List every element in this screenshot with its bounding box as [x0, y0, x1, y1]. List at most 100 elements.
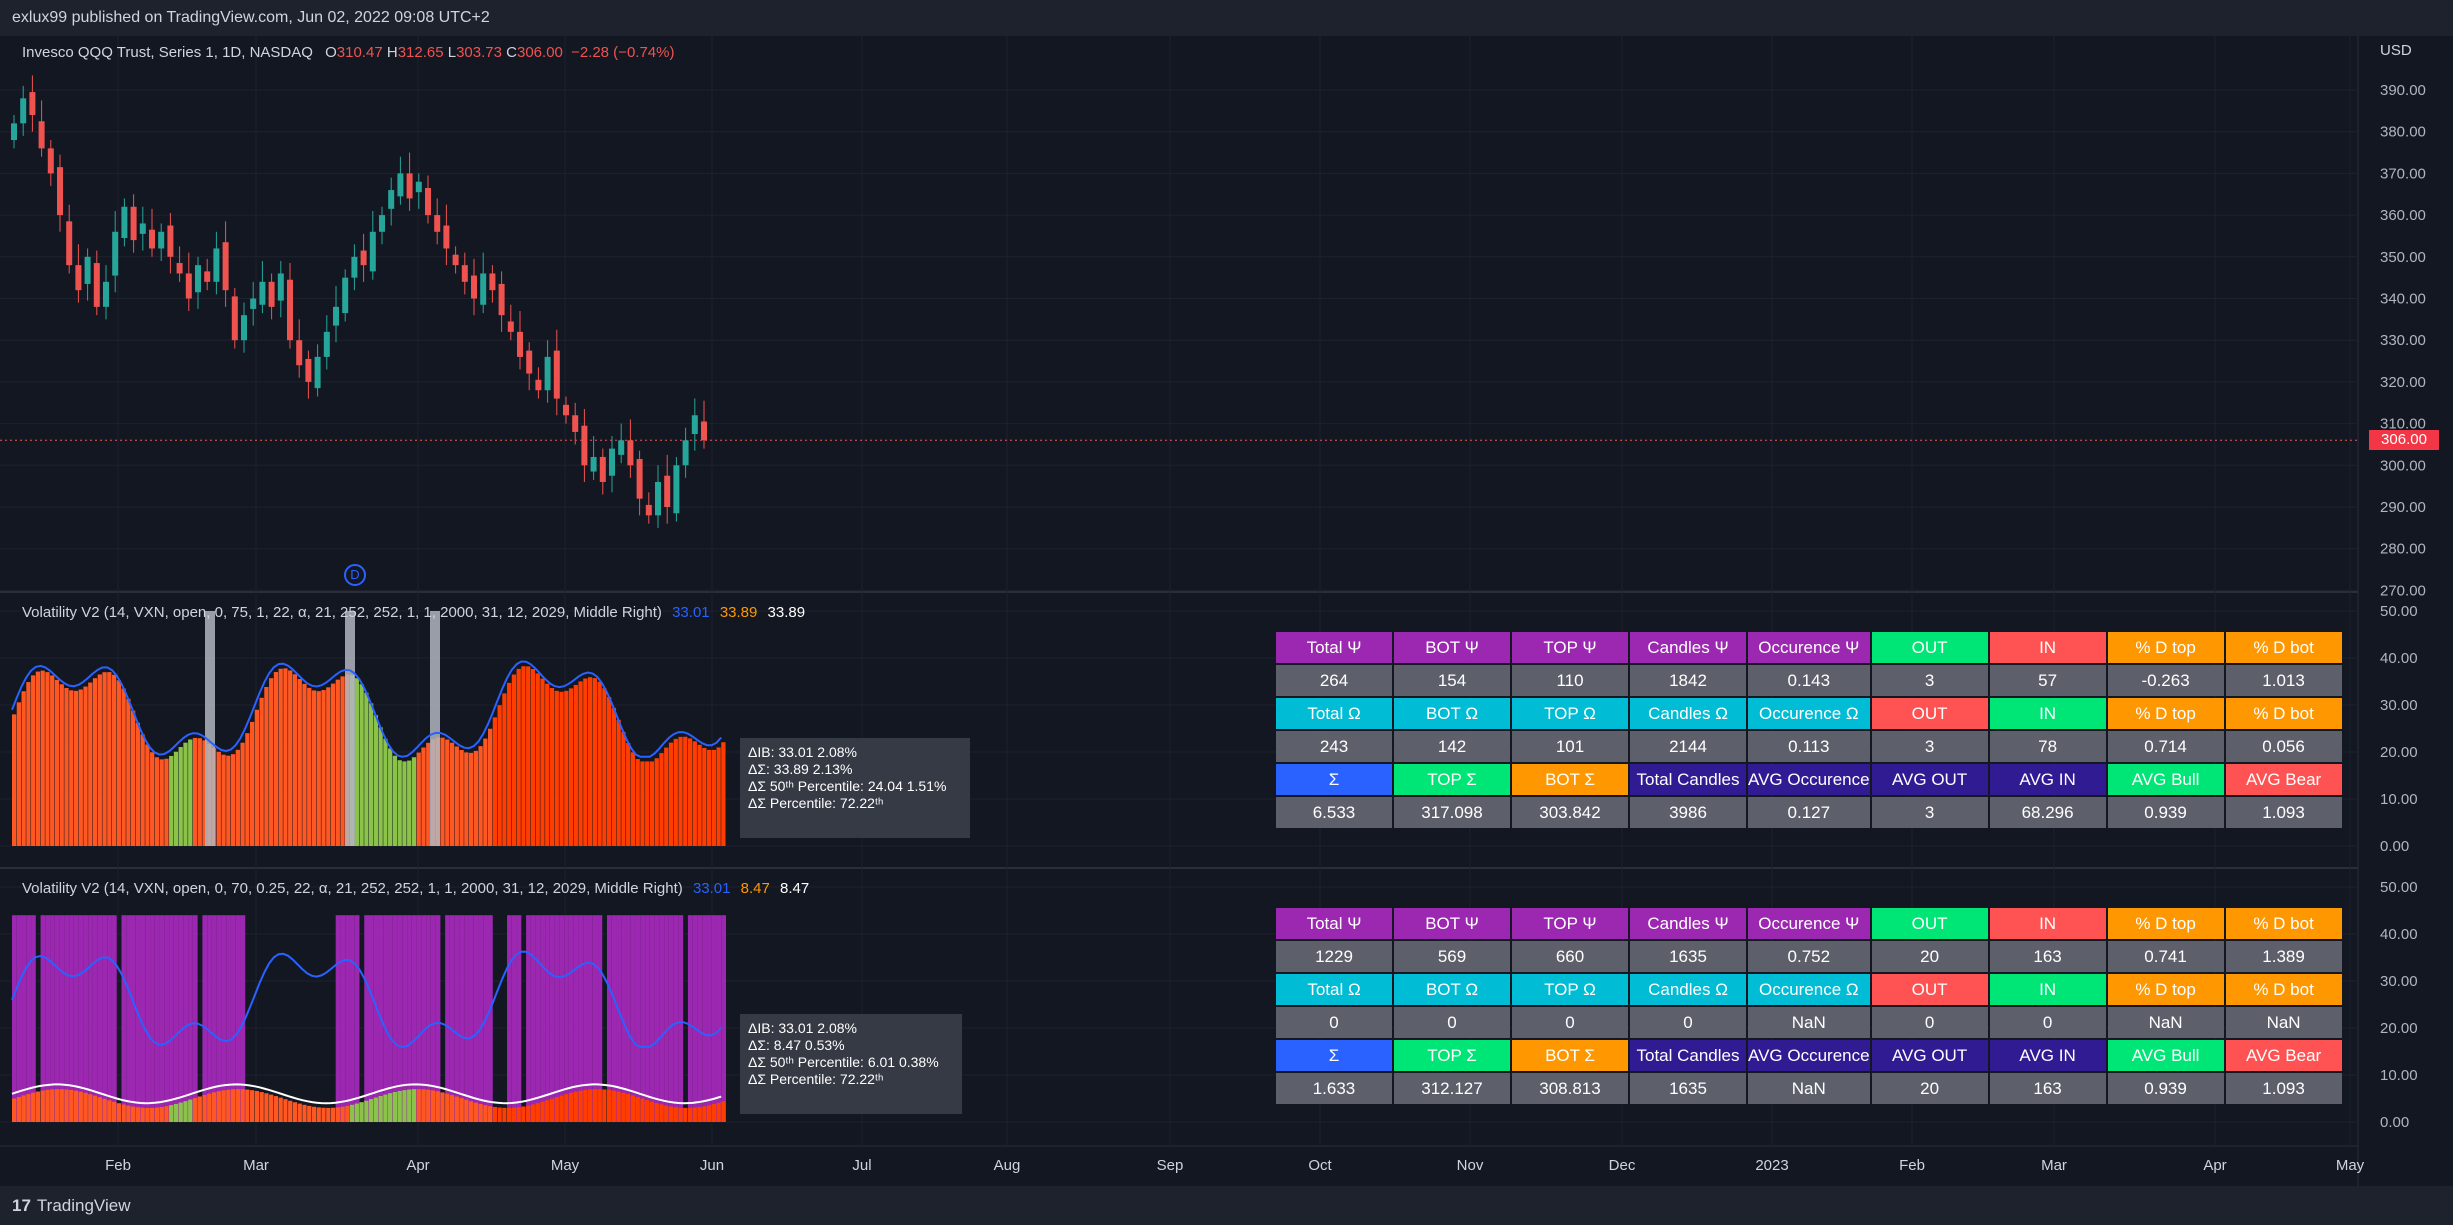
zone-bar — [45, 915, 51, 1122]
candle-body — [609, 448, 615, 476]
zone-bar — [426, 915, 431, 1122]
candle-body — [342, 277, 349, 314]
zone-bar — [611, 915, 617, 1122]
table-cell: TOP Σ — [1394, 764, 1510, 795]
tooltip-line: ΔΣ 50ᵗʰ Percentile: 24.04 1.51% — [748, 778, 947, 794]
table-cell: Σ — [1276, 764, 1392, 795]
main-legend: Invesco QQQ Trust, Series 1, 1D, NASDAQ … — [22, 44, 674, 61]
volatility-bar — [473, 1102, 478, 1122]
volatility-bar — [31, 1092, 36, 1122]
low-value: 303.73 — [456, 44, 502, 61]
zone-bar — [83, 915, 89, 1122]
indicator1-value-3: 33.89 — [767, 604, 806, 621]
tradingview-logo[interactable]: 17 TradingView — [12, 1196, 130, 1216]
zone-bar — [202, 915, 208, 1122]
candle-body — [47, 148, 54, 174]
volatility-bar — [568, 688, 574, 846]
candle-body — [11, 123, 17, 141]
volatility-bar — [378, 1096, 383, 1122]
volatility-bar — [349, 1104, 355, 1122]
volatility-bar — [230, 1089, 236, 1122]
zone-bar — [473, 915, 479, 1122]
volatility-bar — [188, 1099, 193, 1122]
indicator2-legend[interactable]: Volatility V2 (14, VXN, open, 0, 70, 0.2… — [22, 880, 809, 897]
volatility-bar — [597, 681, 602, 846]
zone-bar — [145, 915, 151, 1122]
volatility-bar — [40, 670, 45, 846]
candle-body — [526, 350, 533, 374]
volatility-bar — [326, 687, 331, 846]
candle-body — [29, 92, 36, 116]
indicator-axis-label: 20.00 — [2380, 1020, 2418, 1037]
zone-bar — [50, 915, 55, 1122]
zone-bar — [587, 915, 593, 1122]
volatility-bar — [88, 1094, 93, 1122]
price-axis-label: 380.00 — [2380, 124, 2426, 141]
volatility-bar — [530, 669, 536, 846]
volatility-bar — [692, 1107, 697, 1122]
stats-table-2-wrapper: Total Ψ BOT Ψ TOP Ψ Candles Ψ Occurence Ψ OUT… — [1274, 906, 2344, 1106]
low-label: L — [447, 44, 457, 61]
volatility-bar — [254, 709, 260, 846]
volatility-bar — [492, 1106, 498, 1122]
candle-body — [323, 331, 330, 357]
volatility-bar — [321, 690, 326, 846]
indicator1-tooltip: ΔIB: 33.01 2.08% ΔΣ: 33.89 2.13% ΔΣ 50ᵗʰ… — [740, 738, 970, 838]
volatility-bar — [454, 746, 459, 846]
volatility-bar — [587, 677, 593, 846]
volatility-bar — [511, 674, 517, 846]
chart-area[interactable]: Feb Mar Apr May Jun Jul Aug Sep Oct Nov Dec 2023 Feb… — [0, 36, 2453, 1186]
dividend-marker-icon[interactable]: D — [344, 564, 366, 586]
symbol-title[interactable]: Invesco QQQ Trust, Series 1, 1D, NASDAQ — [22, 44, 313, 61]
table-cell: Candles Ψ — [1630, 908, 1746, 939]
zone-bar — [411, 915, 417, 1122]
indicator1-legend[interactable]: Volatility V2 (14, VXN, open, 0, 75, 1, … — [22, 604, 805, 621]
tooltip-line: ΔΣ Percentile: 72.22ᵗʰ — [748, 795, 884, 811]
volatility-bar — [240, 742, 245, 846]
table-cell: AVG Bull — [2107, 1040, 2224, 1071]
stats-table-1-wrapper: Total Ψ BOT Ψ TOP Ψ Candles Ψ Occurence Ψ OUT… — [1274, 630, 2344, 830]
table-cell: 0.143 — [1748, 665, 1870, 696]
volatility-bar — [235, 749, 240, 846]
tooltip-line: ΔIB: 33.01 2.08% — [748, 744, 857, 760]
volatility-bar — [354, 678, 359, 846]
table-cell: 0.056 — [2225, 731, 2342, 762]
volatility-bar — [687, 738, 693, 846]
table-cell: AVG Occurence — [1748, 1040, 1870, 1071]
volatility-bar — [668, 1106, 674, 1122]
time-axis-label: May — [2336, 1157, 2365, 1174]
candle-body — [691, 415, 698, 435]
table-cell: 1.389 — [2225, 941, 2342, 972]
table-cell: BOT Ω — [1394, 698, 1510, 729]
candle-body — [360, 250, 367, 266]
volatility-bar — [131, 1106, 136, 1122]
volatility-bar — [616, 719, 621, 846]
volatility-bar — [502, 1107, 507, 1122]
table-cell: 68.296 — [1989, 797, 2106, 828]
volatility-bar — [78, 1091, 83, 1122]
zone-bar — [349, 915, 355, 1122]
zone-bar — [73, 915, 79, 1122]
volatility-bar — [140, 1107, 145, 1122]
table-cell: Occurence Ψ — [1748, 632, 1870, 663]
volatility-bar — [50, 675, 55, 846]
volatility-bar — [649, 761, 655, 846]
volatility-bar — [273, 1096, 279, 1122]
volatility-bar — [621, 1092, 626, 1122]
indicator-axis-label: 10.00 — [2380, 1067, 2418, 1084]
table-cell: Σ — [1276, 1040, 1392, 1071]
volatility-bar — [421, 747, 426, 846]
volatility-bar — [654, 758, 659, 846]
table-cell: Occurence Ω — [1748, 974, 1870, 1005]
table-cell: 1635 — [1630, 941, 1746, 972]
table-cell: 3 — [1871, 731, 1988, 762]
table-value-row: 1229 569 660 1635 0.752 20 163 0.741 1.389 — [1276, 941, 2342, 972]
table-cell: 660 — [1512, 941, 1628, 972]
candle-body — [590, 456, 597, 472]
table-cell: 317.098 — [1394, 797, 1510, 828]
volatility-bar — [83, 686, 88, 846]
zone-bar — [407, 915, 412, 1122]
volatility-bar — [535, 1103, 540, 1122]
candle-body — [553, 350, 560, 399]
volatility-bar — [126, 1105, 131, 1122]
